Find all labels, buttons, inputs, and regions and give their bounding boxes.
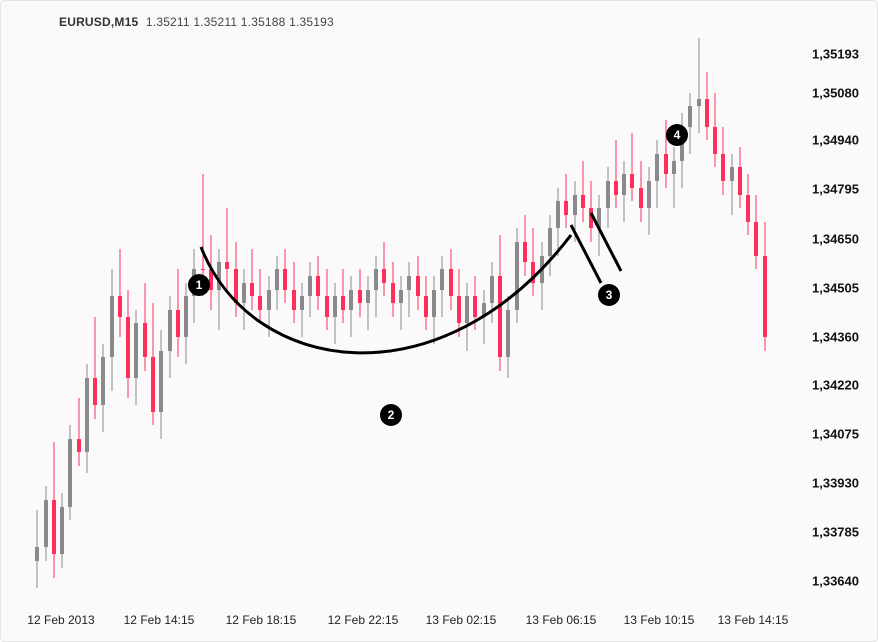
plot-area [31,35,771,595]
x-tick-label: 13 Feb 14:15 [718,613,789,627]
y-tick-label: 1,34795 [812,182,859,197]
chart-frame: EURUSD,M15 1.35211 1.35211 1.35188 1.351… [0,0,878,642]
x-tick-label: 12 Feb 18:15 [226,613,297,627]
x-tick-label: 12 Feb 14:15 [124,613,195,627]
y-tick-label: 1,34220 [812,377,859,392]
ohlc-values: 1.35211 1.35211 1.35188 1.35193 [146,15,334,29]
y-tick-label: 1,34940 [812,133,859,148]
x-tick-label: 12 Feb 2013 [27,613,94,627]
y-tick-label: 1,33640 [812,574,859,589]
y-tick-label: 1,35080 [812,85,859,100]
y-tick-label: 1,35193 [812,47,859,62]
y-tick-label: 1,34075 [812,426,859,441]
x-tick-label: 12 Feb 22:15 [328,613,399,627]
y-tick-label: 1,34650 [812,231,859,246]
x-tick-label: 13 Feb 02:15 [426,613,497,627]
x-tick-label: 13 Feb 06:15 [526,613,597,627]
y-tick-label: 1,34360 [812,330,859,345]
y-tick-label: 1,34505 [812,280,859,295]
pattern-marker-2: 2 [380,404,402,426]
y-tick-label: 1,33785 [812,525,859,540]
ticker-header: EURUSD,M15 1.35211 1.35211 1.35188 1.351… [59,15,334,29]
pattern-marker-1: 1 [188,274,210,296]
pattern-marker-4: 4 [666,124,688,146]
y-tick-label: 1,33930 [812,476,859,491]
symbol-label: EURUSD,M15 [59,15,138,29]
x-tick-label: 13 Feb 10:15 [624,613,695,627]
pattern-marker-3: 3 [598,284,620,306]
